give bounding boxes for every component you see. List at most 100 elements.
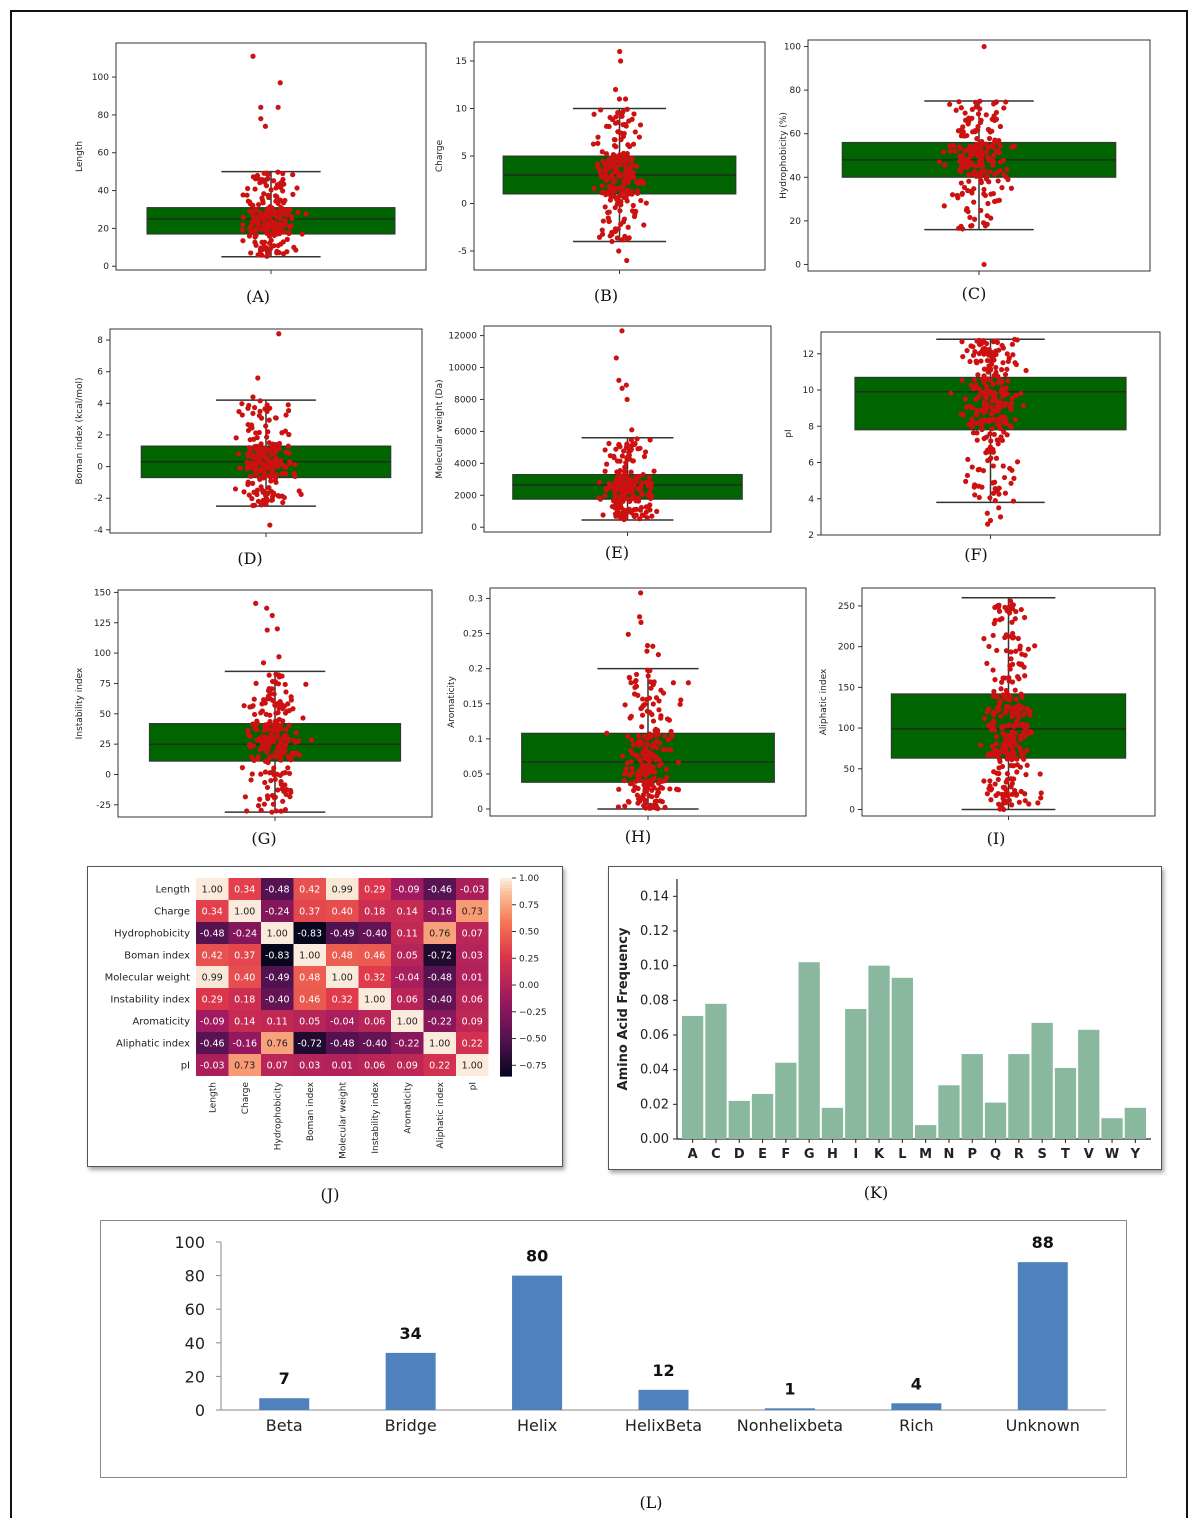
- x-tick-label: H: [827, 1147, 838, 1162]
- data-point: [973, 173, 979, 179]
- data-point: [985, 376, 991, 382]
- data-point: [275, 709, 281, 716]
- data-point: [965, 172, 972, 178]
- data-point: [971, 199, 977, 205]
- data-point: [988, 191, 994, 197]
- data-point: [955, 128, 962, 134]
- outlier-point: [981, 43, 987, 50]
- data-point: [266, 440, 272, 446]
- data-point: [244, 459, 250, 465]
- data-point: [599, 182, 605, 189]
- data-point: [968, 382, 974, 388]
- data-point: [244, 466, 251, 472]
- data-point: [647, 668, 653, 674]
- data-point: [273, 415, 279, 421]
- data-point: [992, 137, 998, 143]
- data-point: [265, 223, 272, 229]
- data-point: [290, 706, 296, 712]
- data-point: [995, 147, 1001, 154]
- caption-a: (A): [245, 287, 271, 306]
- data-point: [992, 479, 998, 485]
- data-point: [270, 472, 276, 478]
- data-point: [997, 698, 1004, 704]
- heatmap-cell: [196, 966, 229, 988]
- data-point: [1000, 393, 1006, 399]
- data-point: [267, 712, 273, 718]
- data-point: [612, 504, 618, 510]
- data-point: [1007, 732, 1014, 738]
- data-point: [279, 493, 285, 499]
- data-point: [1000, 463, 1006, 469]
- data-point: [242, 794, 248, 800]
- data-point: [263, 456, 269, 462]
- data-point: [1009, 791, 1015, 797]
- data-point: [248, 473, 254, 479]
- data-point: [630, 493, 636, 499]
- data-point: [603, 151, 610, 157]
- data-point: [1011, 723, 1017, 730]
- heatmap-cell: [456, 966, 489, 988]
- heatmap-cell: [326, 944, 359, 966]
- data-point: [996, 399, 1003, 405]
- data-point: [984, 660, 990, 666]
- data-point: [997, 750, 1003, 756]
- data-point: [965, 188, 971, 194]
- data-point: [960, 412, 966, 418]
- data-point: [949, 192, 956, 198]
- data-point: [625, 798, 631, 805]
- data-point: [651, 743, 657, 750]
- data-point: [261, 452, 267, 459]
- y-tick-label: 0.08: [640, 993, 669, 1008]
- data-point: [628, 446, 634, 453]
- data-point: [1014, 769, 1020, 775]
- col-label: Aliphatic index: [436, 1081, 446, 1148]
- data-point: [1007, 663, 1013, 669]
- data-point: [1007, 694, 1014, 700]
- data-point: [262, 769, 269, 775]
- data-point: [279, 673, 285, 679]
- colorbar-segment: [500, 924, 512, 929]
- data-point: [1024, 722, 1031, 728]
- data-point: [618, 221, 624, 227]
- data-point: [608, 163, 614, 169]
- data-point: [257, 746, 263, 753]
- outlier-point: [264, 605, 270, 611]
- data-point: [282, 741, 289, 748]
- data-point: [266, 484, 272, 491]
- data-point: [604, 461, 610, 467]
- colorbar-tick-label: 0.75: [519, 901, 539, 911]
- data-point: [1014, 674, 1021, 680]
- heatmap-cell: [456, 988, 489, 1010]
- data-point: [988, 215, 994, 221]
- data-point: [986, 179, 992, 185]
- data-point: [1004, 771, 1011, 777]
- data-point: [993, 792, 999, 799]
- data-point: [635, 800, 641, 806]
- cell-value: 0.22: [462, 1039, 483, 1050]
- data-point: [1019, 651, 1025, 657]
- y-tick-label: 15: [456, 57, 467, 67]
- data-point: [250, 212, 256, 218]
- data-point: [597, 169, 603, 175]
- data-point: [992, 604, 998, 611]
- data-point: [625, 224, 631, 230]
- data-point: [629, 737, 635, 743]
- y-tick-label: 0: [103, 262, 109, 272]
- data-point: [262, 406, 268, 412]
- data-point: [262, 758, 269, 764]
- data-point: [633, 498, 639, 504]
- y-tick-label: 125: [94, 619, 111, 629]
- data-point: [654, 793, 660, 799]
- data-point: [271, 771, 277, 778]
- data-point: [621, 216, 628, 222]
- x-tick-label: Bridge: [385, 1416, 437, 1435]
- row-label: Hydrophobicity: [114, 929, 190, 940]
- bar: [961, 1054, 983, 1139]
- data-point: [273, 808, 279, 814]
- data-point: [989, 128, 995, 134]
- cell-value: 1.00: [462, 1061, 483, 1072]
- data-point: [293, 730, 299, 736]
- cell-value: -0.40: [265, 995, 290, 1006]
- heatmap-cell: [196, 1054, 229, 1076]
- data-point: [278, 808, 284, 814]
